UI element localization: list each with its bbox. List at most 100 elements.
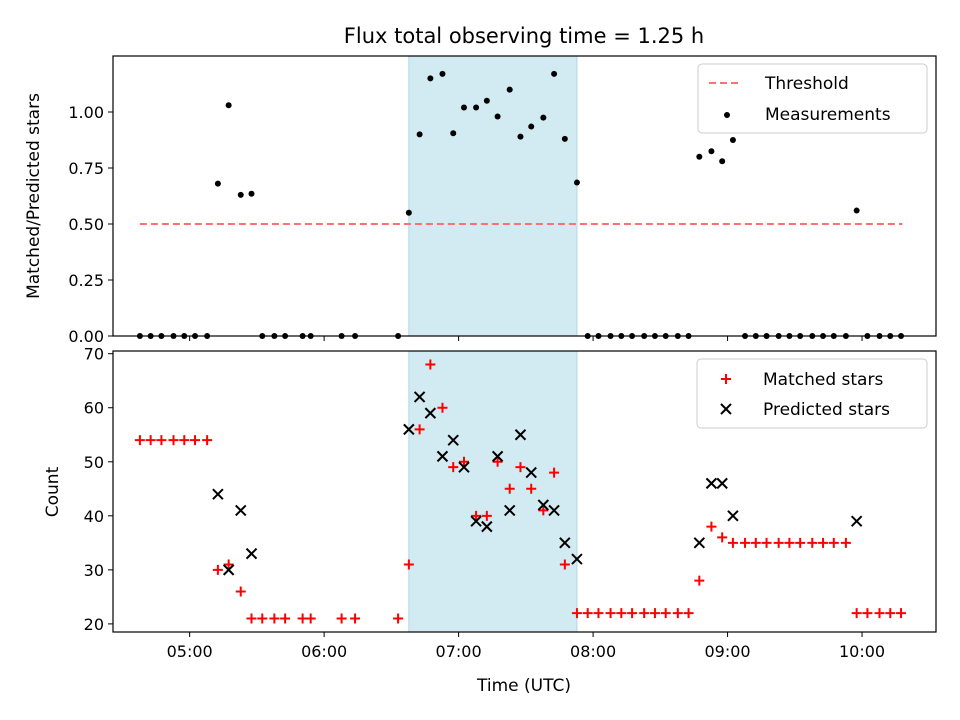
predicted-star-point	[235, 504, 247, 517]
legend-matched-label: Matched stars	[763, 370, 883, 390]
predicted-star-point	[424, 407, 437, 419]
predicted-star-point	[514, 429, 527, 441]
measurement-point	[473, 104, 480, 111]
legend-threshold-label: Threshold	[764, 74, 849, 94]
matched-star-point	[526, 483, 537, 494]
matched-star-point	[448, 462, 459, 473]
legend-matched-swatch	[721, 374, 731, 384]
legend-measurements-label: Measurements	[765, 105, 891, 125]
bottom-legend: Matched stars Predicted stars	[696, 358, 928, 429]
matched-star-point	[458, 456, 469, 467]
predicted-star-point	[571, 553, 583, 565]
top-y-tick-label: 0.50	[68, 215, 104, 234]
matched-star-point	[807, 537, 818, 548]
measurement-point	[494, 113, 501, 120]
legend-predicted-label: Predicted stars	[763, 400, 890, 420]
matched-star-point	[425, 359, 436, 370]
matched-star-point	[471, 510, 482, 521]
matched-star-point	[336, 613, 347, 624]
measurement-point	[214, 180, 221, 187]
matched-star-point	[862, 608, 873, 619]
measurement-point	[573, 179, 580, 186]
measurement-point	[853, 207, 860, 214]
matched-star-point	[223, 559, 234, 570]
x-axis-label: Time (UTC)	[476, 676, 571, 696]
measurement-point	[517, 133, 524, 140]
measurement-point	[708, 148, 715, 155]
x-tick-label: 10:00	[839, 642, 885, 661]
bottom-y-tick-label: 60	[84, 399, 104, 418]
matched-star-point	[515, 462, 526, 473]
matched-star-point	[750, 537, 761, 548]
predicted-star-point	[436, 450, 449, 463]
matched-star-point	[717, 532, 728, 543]
bottom-y-tick-label: 70	[84, 345, 104, 364]
top-y-tick-label: 1.00	[68, 103, 104, 122]
matched-star-point	[571, 608, 582, 619]
matched-star-point	[639, 608, 650, 619]
matched-star-point	[235, 586, 246, 597]
matched-star-point	[504, 483, 515, 494]
predicted-star-point	[222, 564, 235, 576]
measurement-point	[450, 130, 457, 137]
matched-star-point	[202, 435, 213, 446]
predicted-star-point	[458, 461, 470, 473]
x-tick-label: 05:00	[167, 642, 213, 661]
predicted-star-point	[548, 504, 560, 517]
predicted-star-point	[447, 434, 459, 446]
matched-star-point	[616, 608, 627, 619]
matched-star-point	[660, 608, 671, 619]
matched-star-point	[538, 505, 549, 516]
matched-star-point	[403, 559, 414, 570]
measurement-point	[416, 131, 423, 138]
measurement-point	[719, 158, 726, 165]
matched-star-point	[795, 537, 806, 548]
matched-star-point	[740, 537, 751, 548]
matched-star-point	[190, 435, 201, 446]
matched-star-point	[784, 537, 795, 548]
top-panel: 0.00 0.25 0.50 0.75 1.00 Threshold Measurement…	[68, 55, 937, 346]
matched-star-point	[280, 613, 291, 624]
matched-star-point	[828, 537, 839, 548]
measurement-point	[460, 104, 467, 111]
measurement-point	[696, 153, 703, 160]
measurement-point	[528, 123, 535, 130]
matched-star-point	[672, 608, 683, 619]
measurement-point	[540, 114, 547, 121]
top-legend-box	[697, 63, 928, 134]
matched-star-point	[481, 510, 492, 521]
bottom-y-tick-label: 40	[84, 507, 104, 526]
measurement-point	[237, 191, 244, 198]
bottom-y-tick-label: 50	[84, 453, 104, 472]
matched-star-point	[761, 537, 772, 548]
predicted-star-point	[245, 547, 258, 560]
bottom-panel: 20 30 40 50 60 70 05:00 06:00 07:00 08:00 09:00 10:…	[84, 345, 937, 661]
matched-star-point	[393, 613, 404, 624]
bottom-axes-frame	[112, 350, 937, 633]
matched-star-point	[145, 435, 156, 446]
predicted-star-point	[491, 450, 504, 463]
matched-star-point	[179, 435, 190, 446]
predicted-star-point	[504, 504, 516, 517]
matched-star-point	[582, 608, 593, 619]
matched-star-point	[885, 608, 896, 619]
matched-star-point	[269, 613, 280, 624]
top-y-tick-label: 0.00	[68, 327, 104, 346]
matched-star-point	[437, 402, 448, 413]
top-y-tick-label: 0.75	[68, 159, 104, 178]
matched-star-point	[627, 608, 638, 619]
measurement-point	[506, 86, 513, 93]
matched-star-point	[305, 613, 316, 624]
predicted-star-point	[525, 466, 537, 479]
measurement-point	[439, 70, 446, 77]
bottom-legend-box	[696, 358, 928, 429]
matched-star-point	[212, 564, 223, 575]
matched-star-point	[559, 559, 570, 570]
matched-star-point	[257, 613, 268, 624]
measurement-point	[427, 75, 434, 82]
predicted-star-point	[559, 537, 571, 549]
predicted-star-point	[705, 477, 718, 490]
measurement-point	[551, 70, 558, 77]
top-observing-window	[408, 55, 578, 337]
predicted-star-point	[470, 515, 482, 527]
